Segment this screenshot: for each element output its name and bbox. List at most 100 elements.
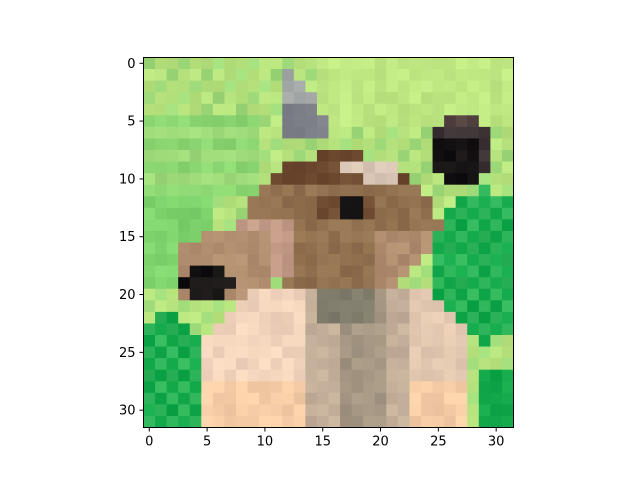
pixel-cell: [490, 265, 503, 278]
pixel-cell: [259, 369, 272, 382]
pixel-cell: [166, 254, 179, 267]
pixel-cell: [201, 196, 214, 209]
pixel-cell: [143, 335, 156, 347]
pixel-cell: [259, 323, 272, 336]
pixel-cell: [363, 254, 376, 267]
pixel-cell: [478, 80, 491, 93]
pixel-cell: [178, 80, 191, 93]
pixel-cell: [351, 150, 364, 162]
pixel-cell: [282, 103, 295, 116]
pixel-cell: [270, 196, 283, 209]
pixel-cell: [409, 369, 422, 382]
pixel-cell: [363, 219, 376, 232]
pixel-cell: [397, 207, 410, 220]
pixel-cell: [386, 415, 399, 428]
pixel-cell: [490, 346, 503, 359]
pixel-cell: [212, 254, 225, 267]
pixel-cell: [143, 265, 156, 278]
pixel-cell: [166, 219, 179, 232]
pixel-cell: [212, 358, 225, 371]
pixel-cell: [155, 404, 168, 417]
pixel-cell: [397, 346, 410, 359]
pixel-cell: [432, 196, 445, 209]
pixel-cell: [340, 126, 353, 139]
pixel-cell: [143, 323, 156, 336]
image-pixels: [143, 57, 514, 428]
pixel-cell: [386, 115, 399, 128]
pixel-cell: [224, 230, 237, 243]
pixel-cell: [374, 277, 387, 290]
pixel-cell: [224, 219, 237, 232]
pixel-cell: [166, 300, 179, 313]
pixel-cell: [386, 184, 399, 197]
pixel-cell: [351, 369, 364, 382]
pixel-cell: [432, 57, 445, 70]
pixel-cell: [409, 381, 422, 394]
pixel-cell: [409, 150, 422, 162]
pixel-cell: [490, 230, 503, 243]
pixel-cell: [328, 323, 341, 336]
pixel-cell: [224, 92, 237, 105]
pixel-cell: [201, 103, 214, 116]
pixel-cell: [478, 392, 491, 405]
pixel-cell: [293, 404, 306, 417]
pixel-cell: [351, 277, 364, 290]
pixel-cell: [328, 392, 341, 405]
pixel-cell: [397, 103, 410, 116]
pixel-cell: [143, 80, 156, 93]
pixel-cell: [143, 404, 156, 417]
pixel-cell: [363, 69, 376, 82]
pixel-cell: [259, 161, 272, 174]
pixel-cell: [432, 219, 445, 232]
pixel-cell: [444, 138, 457, 151]
pixel-cell: [305, 80, 318, 93]
pixel-cell: [409, 242, 422, 255]
pixel-cell: [212, 277, 225, 290]
pixel-cell: [293, 381, 306, 394]
pixel-cell: [374, 80, 387, 93]
pixel-cell: [212, 265, 225, 278]
pixel-cell: [166, 323, 179, 336]
y-tick-label: 0: [127, 57, 135, 72]
pixel-cell: [282, 265, 295, 278]
pixel-cell: [421, 115, 433, 128]
pixel-cell: [421, 92, 433, 105]
pixel-cell: [270, 265, 283, 278]
x-tick-label: 0: [145, 435, 153, 450]
pixel-cell: [270, 69, 283, 82]
pixel-cell: [201, 300, 214, 313]
pixel-cell: [386, 392, 399, 405]
pixel-cell: [501, 80, 514, 93]
pixel-cell: [270, 230, 283, 243]
pixel-cell: [467, 369, 480, 382]
pixel-cell: [224, 207, 237, 220]
pixel-cell: [432, 115, 445, 128]
pixel-cell: [212, 103, 225, 116]
pixel-cell: [270, 92, 283, 105]
pixel-cell: [201, 57, 214, 70]
pixel-cell: [305, 138, 318, 151]
pixel-cell: [305, 161, 318, 174]
pixel-cell: [455, 288, 468, 301]
pixel-cell: [236, 392, 248, 405]
pixel-cell: [247, 265, 260, 278]
pixel-cell: [467, 57, 480, 70]
pixel-cell: [478, 69, 491, 82]
pixel-cell: [501, 161, 514, 174]
pixel-cell: [282, 57, 295, 70]
pixel-cell: [409, 254, 422, 267]
pixel-cell: [189, 196, 202, 209]
pixel-cell: [444, 69, 457, 82]
pixel-cell: [455, 184, 468, 197]
pixel-cell: [293, 265, 306, 278]
pixel-cell: [259, 126, 272, 139]
pixel-cell: [143, 277, 156, 290]
pixel-cell: [467, 277, 480, 290]
pixel-cell: [247, 184, 260, 197]
pixel-cell: [201, 277, 214, 290]
pixel-cell: [490, 207, 503, 220]
pixel-cell: [501, 392, 514, 405]
pixel-cell: [409, 358, 422, 371]
pixel-cell: [444, 242, 457, 255]
pixel-cell: [270, 277, 283, 290]
